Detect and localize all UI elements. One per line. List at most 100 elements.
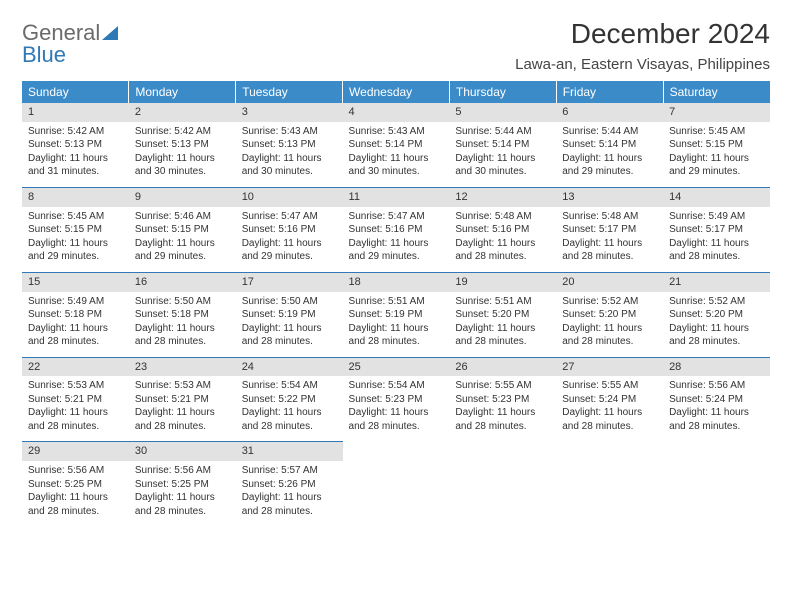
daylight-text: and 28 minutes. <box>349 420 444 434</box>
daylight-text: and 28 minutes. <box>562 335 657 349</box>
calendar-cell <box>556 442 663 526</box>
sunset-text: Sunset: 5:17 PM <box>562 223 657 237</box>
sunrise-text: Sunrise: 5:52 AM <box>669 295 764 309</box>
calendar-cell: 21Sunrise: 5:52 AMSunset: 5:20 PMDayligh… <box>663 272 770 357</box>
day-number: 19 <box>449 273 556 292</box>
sunrise-text: Sunrise: 5:45 AM <box>669 125 764 139</box>
calendar-cell: 5Sunrise: 5:44 AMSunset: 5:14 PMDaylight… <box>449 103 556 187</box>
calendar-cell: 13Sunrise: 5:48 AMSunset: 5:17 PMDayligh… <box>556 187 663 272</box>
sunrise-text: Sunrise: 5:44 AM <box>455 125 550 139</box>
calendar-cell: 28Sunrise: 5:56 AMSunset: 5:24 PMDayligh… <box>663 357 770 442</box>
calendar-cell: 14Sunrise: 5:49 AMSunset: 5:17 PMDayligh… <box>663 187 770 272</box>
sunrise-text: Sunrise: 5:43 AM <box>242 125 337 139</box>
calendar-week: 1Sunrise: 5:42 AMSunset: 5:13 PMDaylight… <box>22 103 770 187</box>
day-number: 25 <box>343 358 450 377</box>
daylight-text: Daylight: 11 hours <box>562 322 657 336</box>
header: General Blue December 2024 Lawa-an, East… <box>22 18 770 73</box>
daylight-text: and 28 minutes. <box>349 335 444 349</box>
daylight-text: Daylight: 11 hours <box>135 322 230 336</box>
daylight-text: Daylight: 11 hours <box>28 237 123 251</box>
sunset-text: Sunset: 5:14 PM <box>455 138 550 152</box>
calendar-cell: 3Sunrise: 5:43 AMSunset: 5:13 PMDaylight… <box>236 103 343 187</box>
sunset-text: Sunset: 5:21 PM <box>135 393 230 407</box>
sunrise-text: Sunrise: 5:54 AM <box>349 379 444 393</box>
sunrise-text: Sunrise: 5:47 AM <box>242 210 337 224</box>
day-number: 16 <box>129 273 236 292</box>
sunset-text: Sunset: 5:19 PM <box>242 308 337 322</box>
calendar-cell: 19Sunrise: 5:51 AMSunset: 5:20 PMDayligh… <box>449 272 556 357</box>
day-number: 18 <box>343 273 450 292</box>
calendar-cell: 12Sunrise: 5:48 AMSunset: 5:16 PMDayligh… <box>449 187 556 272</box>
sunset-text: Sunset: 5:16 PM <box>242 223 337 237</box>
sunrise-text: Sunrise: 5:51 AM <box>349 295 444 309</box>
sunset-text: Sunset: 5:16 PM <box>455 223 550 237</box>
location: Lawa-an, Eastern Visayas, Philippines <box>515 56 770 73</box>
day-number: 20 <box>556 273 663 292</box>
calendar-cell <box>663 442 770 526</box>
sunrise-text: Sunrise: 5:53 AM <box>135 379 230 393</box>
sunset-text: Sunset: 5:15 PM <box>669 138 764 152</box>
weekday-header: Thursday <box>449 81 556 103</box>
sunrise-text: Sunrise: 5:42 AM <box>28 125 123 139</box>
calendar-week: 29Sunrise: 5:56 AMSunset: 5:25 PMDayligh… <box>22 442 770 526</box>
daylight-text: Daylight: 11 hours <box>349 152 444 166</box>
calendar-cell: 15Sunrise: 5:49 AMSunset: 5:18 PMDayligh… <box>22 272 129 357</box>
sunset-text: Sunset: 5:25 PM <box>135 478 230 492</box>
day-number: 21 <box>663 273 770 292</box>
sunrise-text: Sunrise: 5:56 AM <box>135 464 230 478</box>
logo-word-blue: Blue <box>22 42 66 67</box>
daylight-text: and 28 minutes. <box>669 335 764 349</box>
day-number: 1 <box>22 103 129 122</box>
daylight-text: Daylight: 11 hours <box>28 406 123 420</box>
sunset-text: Sunset: 5:22 PM <box>242 393 337 407</box>
calendar-cell: 11Sunrise: 5:47 AMSunset: 5:16 PMDayligh… <box>343 187 450 272</box>
calendar-cell: 31Sunrise: 5:57 AMSunset: 5:26 PMDayligh… <box>236 442 343 526</box>
calendar-cell: 23Sunrise: 5:53 AMSunset: 5:21 PMDayligh… <box>129 357 236 442</box>
day-number: 4 <box>343 103 450 122</box>
day-number: 6 <box>556 103 663 122</box>
day-number: 8 <box>22 188 129 207</box>
daylight-text: Daylight: 11 hours <box>28 491 123 505</box>
sunrise-text: Sunrise: 5:48 AM <box>455 210 550 224</box>
month-title: December 2024 <box>515 18 770 50</box>
daylight-text: and 31 minutes. <box>28 165 123 179</box>
daylight-text: Daylight: 11 hours <box>135 152 230 166</box>
daylight-text: Daylight: 11 hours <box>135 237 230 251</box>
day-number: 23 <box>129 358 236 377</box>
daylight-text: Daylight: 11 hours <box>242 152 337 166</box>
calendar-cell: 16Sunrise: 5:50 AMSunset: 5:18 PMDayligh… <box>129 272 236 357</box>
calendar-cell: 1Sunrise: 5:42 AMSunset: 5:13 PMDaylight… <box>22 103 129 187</box>
day-number: 7 <box>663 103 770 122</box>
sunset-text: Sunset: 5:13 PM <box>28 138 123 152</box>
sunset-text: Sunset: 5:14 PM <box>349 138 444 152</box>
day-number: 24 <box>236 358 343 377</box>
sunset-text: Sunset: 5:14 PM <box>562 138 657 152</box>
day-number: 17 <box>236 273 343 292</box>
calendar-cell: 17Sunrise: 5:50 AMSunset: 5:19 PMDayligh… <box>236 272 343 357</box>
sunrise-text: Sunrise: 5:55 AM <box>455 379 550 393</box>
sunset-text: Sunset: 5:24 PM <box>669 393 764 407</box>
sunrise-text: Sunrise: 5:42 AM <box>135 125 230 139</box>
weekday-header: Friday <box>556 81 663 103</box>
calendar-week: 8Sunrise: 5:45 AMSunset: 5:15 PMDaylight… <box>22 187 770 272</box>
sunrise-text: Sunrise: 5:49 AM <box>669 210 764 224</box>
daylight-text: Daylight: 11 hours <box>669 406 764 420</box>
daylight-text: and 28 minutes. <box>135 505 230 519</box>
sunset-text: Sunset: 5:23 PM <box>455 393 550 407</box>
sunrise-text: Sunrise: 5:51 AM <box>455 295 550 309</box>
sunrise-text: Sunrise: 5:55 AM <box>562 379 657 393</box>
daylight-text: Daylight: 11 hours <box>562 152 657 166</box>
daylight-text: and 28 minutes. <box>562 250 657 264</box>
daylight-text: Daylight: 11 hours <box>349 322 444 336</box>
sunset-text: Sunset: 5:16 PM <box>349 223 444 237</box>
daylight-text: and 30 minutes. <box>135 165 230 179</box>
calendar-cell: 10Sunrise: 5:47 AMSunset: 5:16 PMDayligh… <box>236 187 343 272</box>
daylight-text: Daylight: 11 hours <box>135 491 230 505</box>
calendar-cell: 18Sunrise: 5:51 AMSunset: 5:19 PMDayligh… <box>343 272 450 357</box>
daylight-text: and 29 minutes. <box>349 250 444 264</box>
sunset-text: Sunset: 5:20 PM <box>669 308 764 322</box>
sunrise-text: Sunrise: 5:54 AM <box>242 379 337 393</box>
weekday-header: Sunday <box>22 81 129 103</box>
logo-text: General Blue <box>22 22 122 66</box>
daylight-text: and 28 minutes. <box>28 420 123 434</box>
